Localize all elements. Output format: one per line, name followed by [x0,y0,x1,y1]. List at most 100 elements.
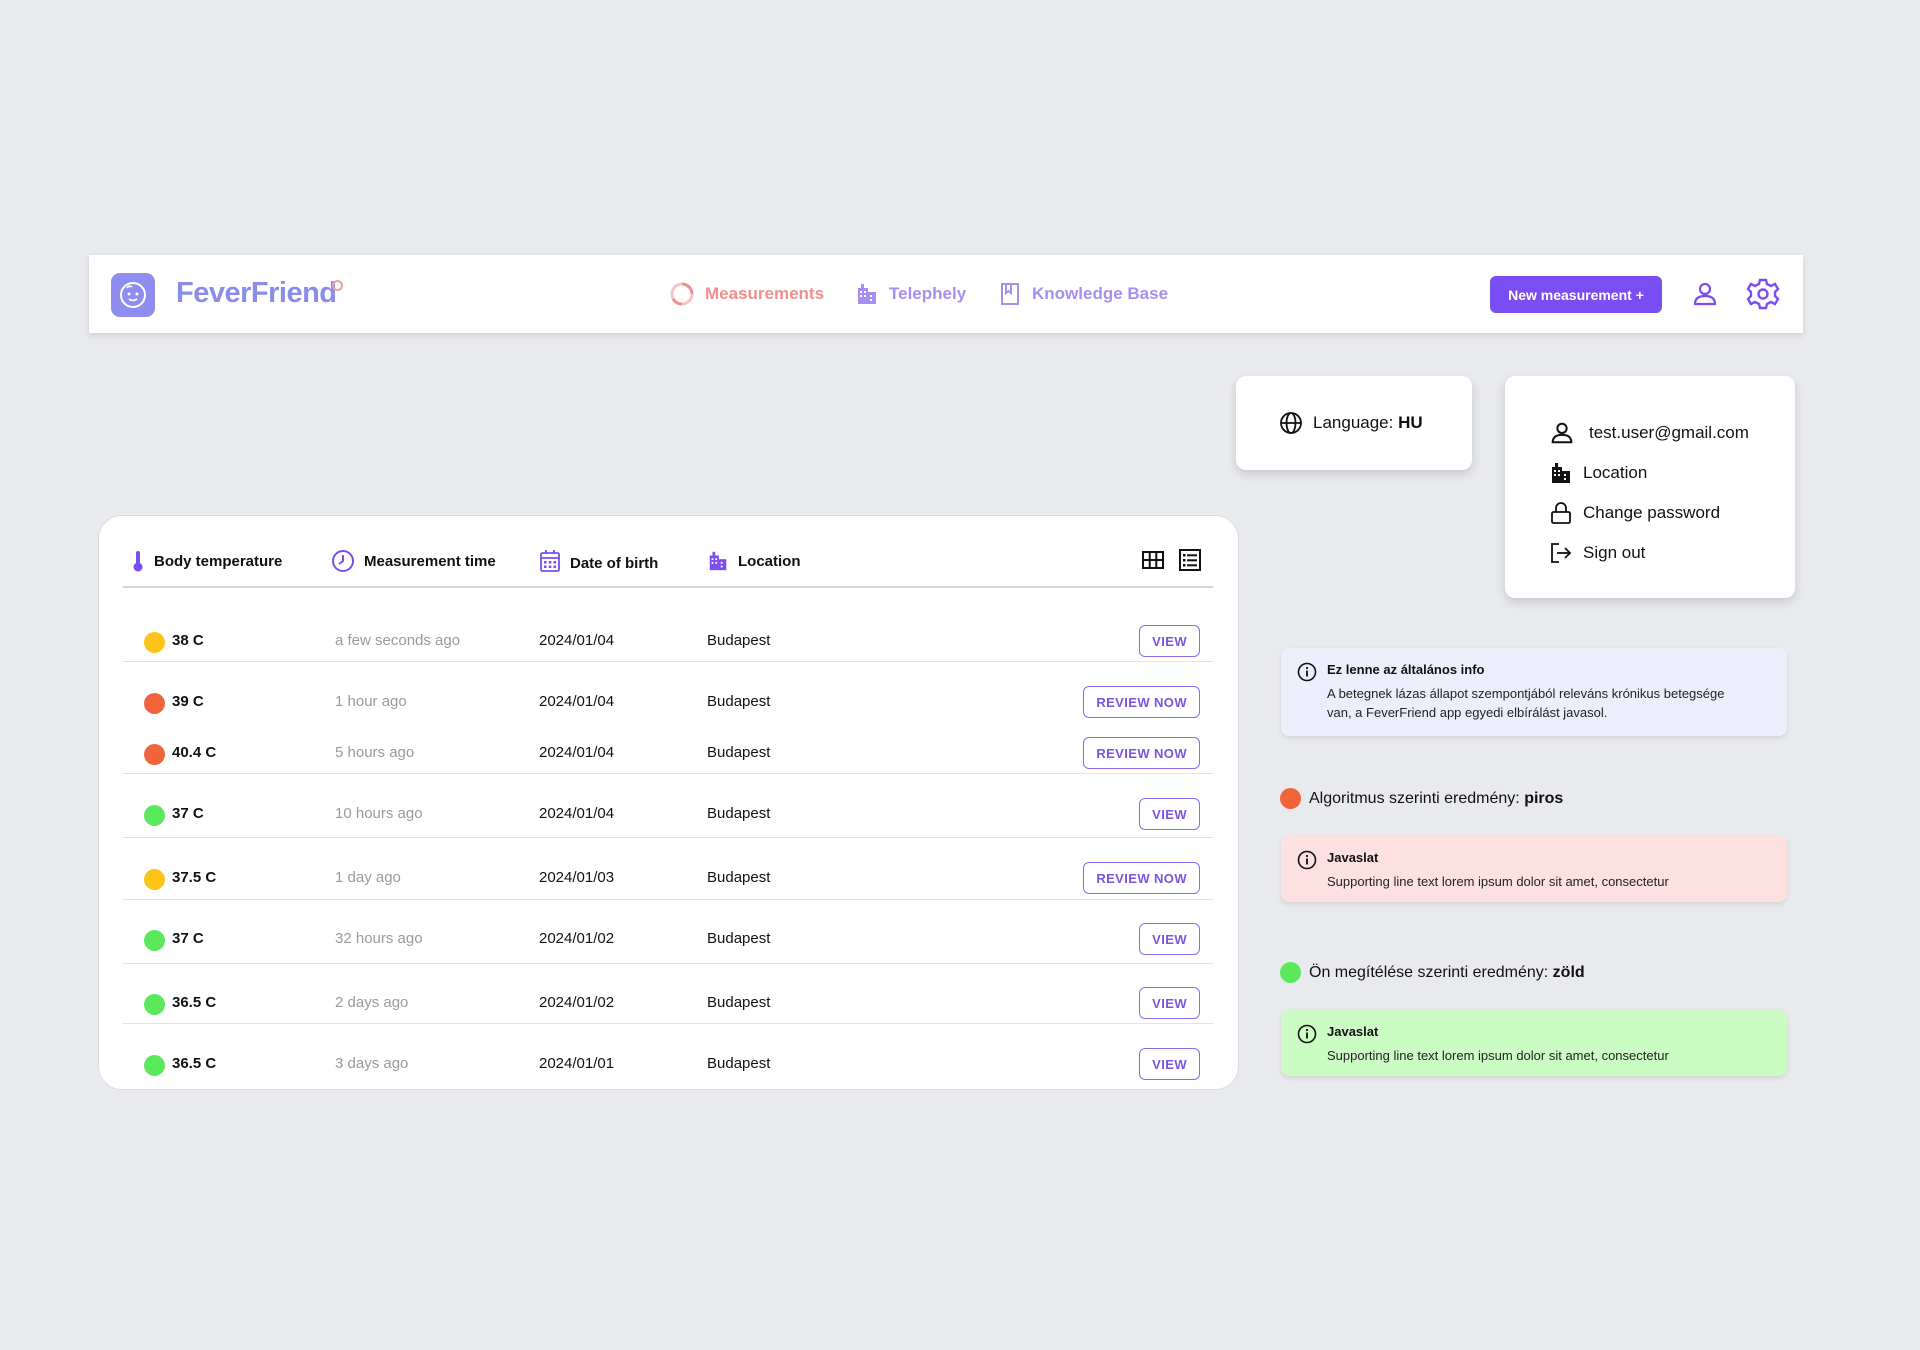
table-row: 37.5 C 1 day ago 2024/01/03 Budapest REVIEW … [99,853,1240,903]
own-result-value: zöld [1552,963,1585,981]
brand-name: FeverFriend [176,277,337,309]
settings-button[interactable] [1745,276,1781,312]
building-icon [858,284,876,304]
location-cell: Budapest [707,1055,771,1072]
view-button[interactable]: VIEW [1139,798,1200,830]
date-of-birth-cell: 2024/01/04 [539,632,615,649]
location-cell: Budapest [707,994,771,1011]
column-header-location[interactable]: Location [707,546,801,576]
date-of-birth-cell: 2024/01/02 [539,994,615,1011]
globe-icon [1280,412,1302,434]
view-button[interactable]: VIEW [1139,923,1200,955]
algorithm-result: Algoritmus szerinti eredmény: piros [1280,788,1563,809]
measurements-table: Body temperature Measurement time Date o… [98,515,1239,1090]
user-email: test.user@gmail.com [1589,423,1749,442]
measurement-time-cell: 5 hours ago [335,744,415,761]
language-label-text: Language: [1313,413,1399,432]
own-suggestion-title: Javaslat [1327,1024,1379,1039]
temperature-cell: 37.5 C [172,869,217,886]
status-dot [144,805,165,826]
own-suggestion-box: Javaslat Supporting line text lorem ipsu… [1281,1010,1787,1076]
review-now-button[interactable]: REVIEW NOW [1083,862,1200,894]
status-dot [144,744,165,765]
view-button[interactable]: VIEW [1139,1048,1200,1080]
review-now-button[interactable]: REVIEW NOW [1083,686,1200,718]
view-button[interactable]: VIEW [1139,987,1200,1019]
column-header-measurement-time-label: Measurement time [364,552,496,570]
algorithm-suggestion-title: Javaslat [1327,850,1379,865]
nav-telephely[interactable]: Telephely [855,255,966,333]
grid-icon [1142,551,1164,569]
status-dot [144,1055,165,1076]
measurement-time-cell: 2 days ago [335,994,409,1011]
language-card[interactable]: Language: HU [1236,376,1472,470]
column-header-measurement-time[interactable]: Measurement time [331,546,496,576]
menu-item-sign-out-label: Sign out [1583,543,1646,562]
column-header-location-label: Location [738,552,801,570]
clock-icon [332,550,354,572]
menu-item-sign-out[interactable]: Sign out [1549,533,1795,573]
status-dot [144,930,165,951]
table-row: 37 C 10 hours ago 2024/01/04 Budapest VIEW [99,789,1240,839]
own-result-dot [1280,962,1301,983]
general-info-box: Ez lenne az általános info A betegnek lá… [1281,648,1787,736]
thermometer-icon [133,551,143,572]
review-now-button[interactable]: REVIEW NOW [1083,737,1200,769]
user-icon [1693,282,1717,306]
temperature-cell: 36.5 C [172,1055,217,1072]
table-row: 37 C 32 hours ago 2024/01/02 Budapest VIEW [99,914,1240,964]
app-logo[interactable] [111,273,155,317]
list-view-button[interactable] [1178,548,1202,572]
nav-telephely-label: Telephely [889,284,967,303]
new-measurement-button[interactable]: New measurement + [1490,276,1662,313]
column-header-date-of-birth[interactable]: Date of birth [539,546,658,576]
own-result-label: Ön megítélése szerinti eredmény: [1309,963,1553,981]
header-divider [123,586,1213,588]
menu-item-location-label: Location [1583,463,1648,482]
list-icon [1179,549,1201,571]
date-of-birth-cell: 2024/01/04 [539,693,615,710]
location-cell: Budapest [707,869,771,886]
baby-face-icon [120,282,146,308]
algorithm-suggestion-body: Supporting line text lorem ipsum dolor s… [1327,874,1669,889]
algorithm-result-value: piros [1524,789,1564,807]
menu-item-change-password[interactable]: Change password [1549,493,1795,533]
location-cell: Budapest [707,693,771,710]
info-icon [1297,1024,1317,1044]
own-result-text: Ön megítélése szerinti eredmény: zöld [1309,964,1585,982]
location-cell: Budapest [707,930,771,947]
row-divider [123,1023,1213,1024]
building-icon [1552,463,1570,483]
general-info-line-1: A betegnek lázas állapot szempontjából r… [1327,686,1725,701]
temperature-cell: 39 C [172,693,204,710]
temperature-cell: 36.5 C [172,994,217,1011]
sign-out-icon [1551,543,1572,563]
general-info-title: Ez lenne az általános info [1327,662,1485,677]
column-header-body-temperature[interactable]: Body temperature [131,546,282,576]
own-suggestion-body: Supporting line text lorem ipsum dolor s… [1327,1048,1669,1063]
profile-button[interactable] [1687,276,1723,312]
calendar-icon [540,550,560,572]
nav-measurements[interactable]: Measurements [669,255,824,333]
general-info-line-2: van, a FeverFriend app egyedi elbírálást… [1327,705,1608,720]
row-divider [123,837,1213,838]
menu-item-change-password-label: Change password [1583,503,1721,522]
nav-knowledge-base[interactable]: Knowledge Base [998,255,1168,333]
view-button[interactable]: VIEW [1139,625,1200,657]
top-navbar: FeverFriend Measurements Telephely Knowl… [89,255,1803,333]
temperature-cell: 37 C [172,805,204,822]
menu-item-location[interactable]: Location [1549,453,1795,493]
nav-measurements-label: Measurements [705,284,825,303]
building-icon [709,551,727,571]
status-dot [144,994,165,1015]
loading-ring-icon [670,282,694,306]
user-email-row: test.user@gmail.com [1549,413,1795,453]
location-cell: Budapest [707,744,771,761]
row-divider [123,899,1213,900]
grid-view-button[interactable] [1141,548,1165,572]
date-of-birth-cell: 2024/01/02 [539,930,615,947]
temperature-cell: 37 C [172,930,204,947]
algorithm-result-label: Algoritmus szerinti eredmény: [1309,789,1525,807]
row-divider [123,661,1213,662]
algorithm-result-text: Algoritmus szerinti eredmény: piros [1309,790,1563,808]
